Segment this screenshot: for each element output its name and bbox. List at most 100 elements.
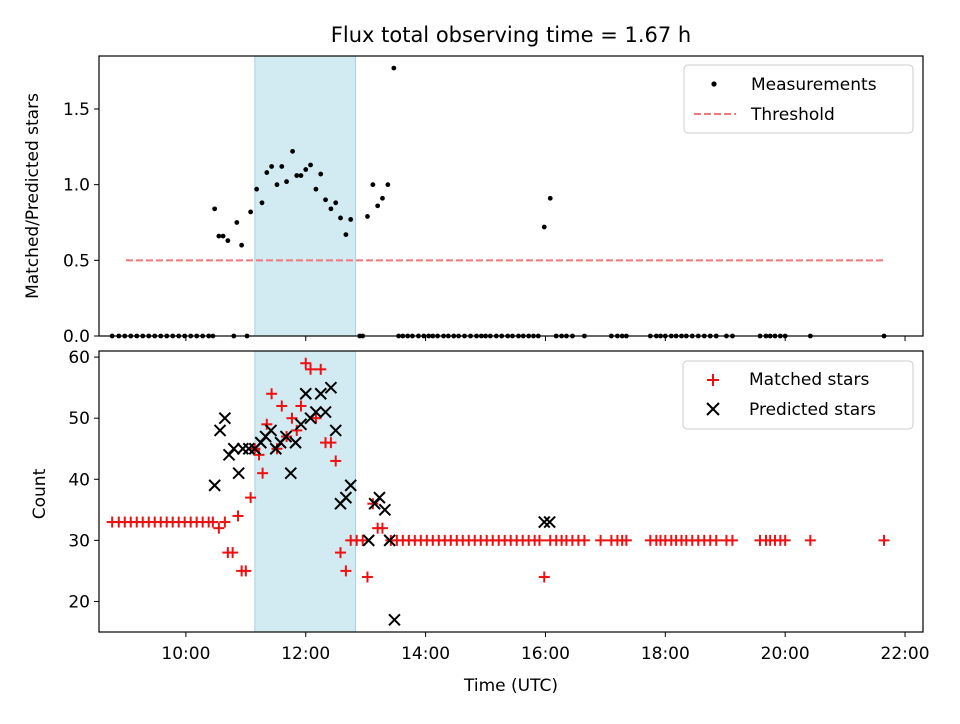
x-tick-label: 12:00 <box>281 644 330 664</box>
measurement-point <box>279 164 285 169</box>
measurement-point <box>391 65 397 71</box>
matched-star-point <box>276 400 288 412</box>
matched-star-point <box>376 522 388 534</box>
matched-star-point <box>295 400 307 412</box>
measurement-point <box>375 203 381 209</box>
measurement-point <box>212 206 218 212</box>
measurement-point <box>333 200 339 206</box>
matched-star-point <box>315 363 327 375</box>
y-tick-label: 60 <box>68 348 90 368</box>
measurement-point <box>274 182 280 188</box>
measurement-point <box>343 232 349 237</box>
matched-star-point <box>357 534 369 546</box>
y-tick-label: 20 <box>68 592 90 612</box>
predicted-star-point <box>378 503 392 517</box>
measurement-point <box>547 195 553 201</box>
measurement-point <box>303 167 309 172</box>
matched-star-point <box>595 534 607 546</box>
measurement-point <box>370 182 376 188</box>
matched-star-point <box>266 388 278 400</box>
matched-star-point <box>310 412 322 424</box>
matched-star-point <box>804 534 816 546</box>
x-tick-label: 18:00 <box>641 644 690 664</box>
count-panel: 20 30 40 50 60 10:00 12:00 14:00 16:00 18:00 20:0… <box>30 348 930 696</box>
legend-predicted-marker <box>706 402 720 416</box>
predicted-star-point <box>339 491 353 504</box>
matched-star-point <box>300 357 312 369</box>
measurement-point <box>269 164 274 169</box>
matched-star-point <box>779 534 791 546</box>
predicted-star-point <box>299 387 312 400</box>
matched-star-point <box>361 571 373 583</box>
measurement-point <box>298 173 304 178</box>
measurement-point <box>225 238 231 244</box>
measurement-point <box>380 195 385 201</box>
x-tick-label: 14:00 <box>401 644 450 664</box>
measurement-point <box>259 200 265 206</box>
legend-measurements-marker <box>711 81 717 87</box>
ratio-panel: Flux total observing time = 1.67 h 0.0 0.… <box>23 23 924 347</box>
predicted-star-point <box>208 479 221 492</box>
matched-star-point <box>227 547 239 559</box>
measurement-point <box>541 224 547 230</box>
matched-star-point <box>219 516 231 528</box>
measurement-point <box>239 242 245 248</box>
bottom-axes-frame <box>98 350 924 633</box>
predicted-star-point <box>543 515 556 529</box>
predicted-star-point <box>227 442 241 455</box>
matched-star-point <box>207 516 219 528</box>
predicted-star-point <box>232 466 245 480</box>
y-tick-label: 1.0 <box>63 176 90 196</box>
predicted-star-point <box>264 424 278 437</box>
matched-star-point <box>257 467 269 479</box>
matched-star-point <box>291 424 303 436</box>
matched-star-point <box>286 412 298 424</box>
y-tick-label: 30 <box>68 531 90 551</box>
predicted-star-point <box>319 405 332 419</box>
matched-star-point <box>878 534 890 546</box>
matched-star-point <box>620 534 632 546</box>
matched-star-point <box>325 437 337 449</box>
y-tick-label: 0.0 <box>63 327 90 347</box>
matched-star-point <box>538 571 550 583</box>
measurement-point <box>220 233 226 239</box>
predicted-star-point <box>388 613 401 626</box>
measurement-point <box>318 171 324 177</box>
matched-star-point <box>253 449 265 461</box>
x-tick-label: 10:00 <box>161 644 210 664</box>
predicted-star-point <box>314 387 327 400</box>
y-tick-label: 0.5 <box>63 251 90 271</box>
matched-star-point <box>533 534 545 546</box>
predicted-star-point <box>284 466 297 480</box>
measurement-point <box>328 206 334 212</box>
measurement-point <box>290 148 295 154</box>
legend-matched-marker <box>707 374 719 386</box>
measurement-point <box>348 217 354 222</box>
matched-star-point <box>213 522 225 534</box>
legend-matched-label: Matched stars <box>749 370 869 390</box>
matched-star-point <box>261 418 273 430</box>
predicted-star-point <box>309 405 323 419</box>
matched-star-point <box>340 565 352 577</box>
predicted-star-point <box>329 424 342 437</box>
measurement-point <box>313 186 319 192</box>
predicted-star-point <box>383 534 396 547</box>
x-tick-label: 22:00 <box>881 644 930 664</box>
predicted-star-point <box>294 418 308 431</box>
measurement-point <box>234 220 240 225</box>
y-tick-label: 1.5 <box>63 100 90 120</box>
top-legend: Measurements Threshold <box>683 64 914 134</box>
x-tick-label: 16:00 <box>521 644 570 664</box>
matched-star-point <box>367 498 379 510</box>
measurement-point <box>254 186 260 192</box>
matched-star-point <box>330 455 342 467</box>
matched-star-point <box>578 534 590 546</box>
matched-star-point <box>305 363 317 375</box>
measurement-point <box>216 233 222 239</box>
y-tick-label: 40 <box>68 470 90 490</box>
legend-measurements-label: Measurements <box>751 75 877 95</box>
predicted-star-point <box>289 436 302 449</box>
predicted-star-point <box>373 491 386 504</box>
matched-star-point <box>726 534 738 546</box>
